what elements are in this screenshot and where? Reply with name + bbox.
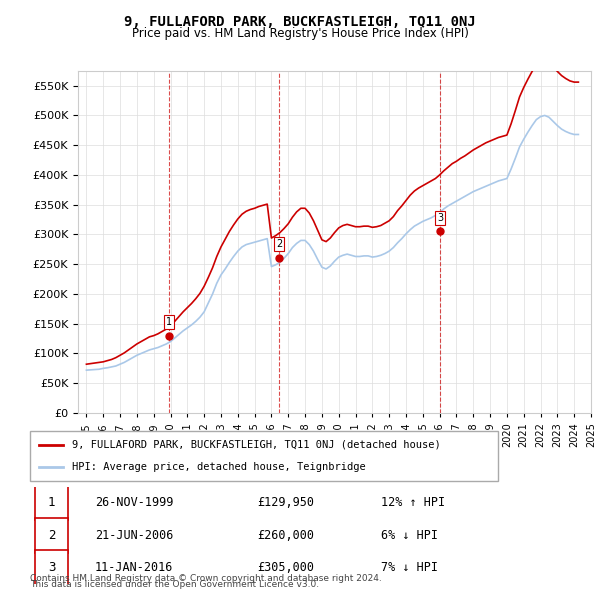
Text: 26-NOV-1999: 26-NOV-1999: [95, 496, 173, 510]
Text: £260,000: £260,000: [257, 529, 314, 542]
FancyBboxPatch shape: [30, 431, 498, 481]
Text: Price paid vs. HM Land Registry's House Price Index (HPI): Price paid vs. HM Land Registry's House …: [131, 27, 469, 40]
Text: 2: 2: [48, 529, 55, 542]
Text: 12% ↑ HPI: 12% ↑ HPI: [381, 496, 445, 510]
Text: £129,950: £129,950: [257, 496, 314, 510]
Text: 9, FULLAFORD PARK, BUCKFASTLEIGH, TQ11 0NJ: 9, FULLAFORD PARK, BUCKFASTLEIGH, TQ11 0…: [124, 15, 476, 29]
FancyBboxPatch shape: [35, 550, 68, 585]
Text: 2: 2: [276, 240, 283, 250]
Text: 11-JAN-2016: 11-JAN-2016: [95, 561, 173, 575]
Text: 3: 3: [437, 212, 443, 222]
Text: 6% ↓ HPI: 6% ↓ HPI: [381, 529, 438, 542]
Text: This data is licensed under the Open Government Licence v3.0.: This data is licensed under the Open Gov…: [30, 581, 319, 589]
Text: £305,000: £305,000: [257, 561, 314, 575]
Text: HPI: Average price, detached house, Teignbridge: HPI: Average price, detached house, Teig…: [72, 462, 366, 472]
Text: Contains HM Land Registry data © Crown copyright and database right 2024.: Contains HM Land Registry data © Crown c…: [30, 574, 382, 583]
Text: 21-JUN-2006: 21-JUN-2006: [95, 529, 173, 542]
Text: 1: 1: [48, 496, 55, 510]
Text: 3: 3: [48, 561, 55, 575]
Text: 1: 1: [166, 317, 172, 327]
Text: 7% ↓ HPI: 7% ↓ HPI: [381, 561, 438, 575]
FancyBboxPatch shape: [35, 518, 68, 553]
FancyBboxPatch shape: [35, 486, 68, 520]
Text: 9, FULLAFORD PARK, BUCKFASTLEIGH, TQ11 0NJ (detached house): 9, FULLAFORD PARK, BUCKFASTLEIGH, TQ11 0…: [72, 440, 441, 450]
